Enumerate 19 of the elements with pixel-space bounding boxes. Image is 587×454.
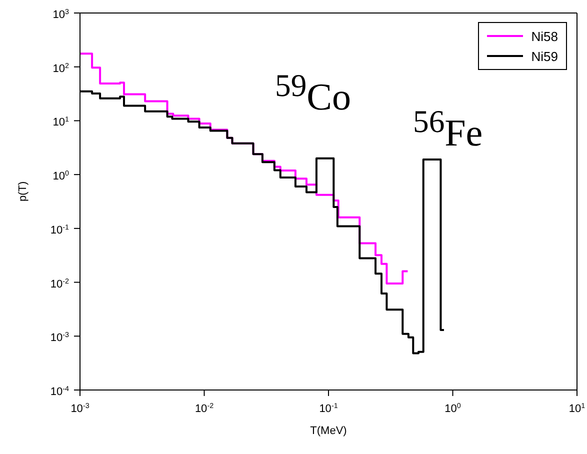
legend-label: Ni59 xyxy=(531,48,558,64)
annotation: $^{56}$Fe xyxy=(413,103,483,155)
y-axis-title: p(T) xyxy=(16,181,29,202)
y-tick-label: 10$^{2}$ xyxy=(52,62,70,75)
y-tick-label: 10$^{-3}$ xyxy=(50,331,70,344)
y-tick-label: 10$^{-2}$ xyxy=(50,277,70,290)
y-tick-label: 10$^{0}$ xyxy=(52,170,70,183)
y-tick-label: 10$^{-1}$ xyxy=(50,223,70,236)
x-tick-label: 10$^{-3}$ xyxy=(70,402,90,415)
legend-label: Ni58 xyxy=(531,28,558,44)
y-tick-label: 10$^{3}$ xyxy=(52,8,70,21)
x-tick-label: 10$^{0}$ xyxy=(444,402,461,415)
x-tick-label: 10$^{-2}$ xyxy=(194,402,214,415)
x-tick-label: 10$^{1}$ xyxy=(568,402,586,415)
y-tick-label: 10$^{-4}$ xyxy=(50,385,70,398)
x-tick-label: 10$^{-1}$ xyxy=(319,402,338,415)
y-tick-label: 10$^{1}$ xyxy=(52,116,70,129)
x-axis-title: T(MeV) xyxy=(310,425,347,437)
annotation: $^{59}$Co xyxy=(275,67,352,119)
